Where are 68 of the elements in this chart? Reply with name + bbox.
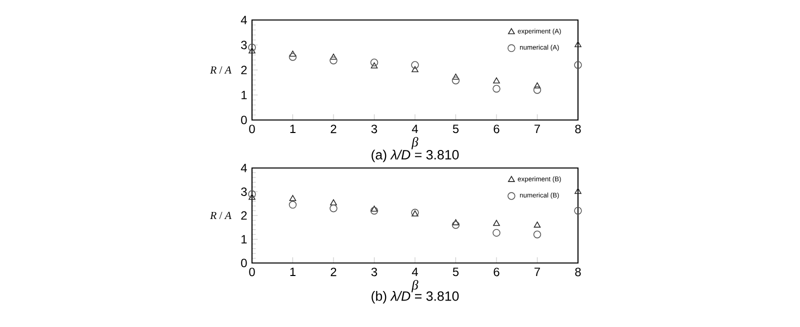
x-tick-label: 4 bbox=[412, 268, 418, 276]
point bbox=[330, 204, 338, 212]
x-axis-title: β bbox=[411, 280, 418, 292]
point bbox=[248, 47, 256, 54]
point bbox=[370, 206, 378, 212]
x-tick-label: 6 bbox=[494, 268, 500, 276]
x-tick-label: 3 bbox=[371, 268, 378, 276]
point bbox=[534, 82, 541, 88]
point bbox=[248, 190, 256, 198]
point bbox=[574, 188, 582, 194]
x-tick-label: 8 bbox=[575, 124, 581, 134]
point bbox=[370, 62, 378, 68]
point bbox=[289, 194, 296, 201]
text: (b) λ/D = 3.810 bbox=[372, 291, 459, 304]
x-tick-label: 7 bbox=[534, 268, 540, 276]
text: (a) λ/D = 3.810 bbox=[372, 150, 459, 162]
point bbox=[289, 50, 296, 57]
y-tick-label: 2 bbox=[241, 66, 247, 74]
point bbox=[452, 221, 460, 229]
y-axis-title: R / A bbox=[210, 66, 232, 74]
y-tick-label: 1 bbox=[242, 235, 247, 244]
y-tick-label: 2 bbox=[241, 211, 247, 220]
point bbox=[493, 77, 500, 84]
point bbox=[574, 61, 582, 69]
point bbox=[288, 53, 297, 61]
x-tick-label: 5 bbox=[452, 124, 459, 134]
y-tick-label: 0 bbox=[241, 116, 247, 124]
x-tick-label: 0 bbox=[249, 268, 255, 276]
point bbox=[533, 86, 542, 94]
point bbox=[574, 41, 582, 48]
point bbox=[411, 61, 419, 69]
y-axis-title: R / A bbox=[210, 212, 232, 220]
x-tick-label: 1 bbox=[290, 268, 296, 276]
y-tick-label: 1 bbox=[242, 90, 247, 100]
point bbox=[574, 206, 582, 215]
point bbox=[248, 44, 256, 52]
y-tick-label: 0 bbox=[241, 258, 247, 268]
x-tick-label: 3 bbox=[371, 124, 378, 134]
x-tick-label: 6 bbox=[494, 124, 500, 134]
point bbox=[370, 206, 378, 215]
x-tick-label: 5 bbox=[452, 268, 459, 276]
x-tick-label: 2 bbox=[330, 268, 336, 276]
point bbox=[330, 54, 337, 60]
y-tick-label: 4 bbox=[240, 16, 247, 24]
point bbox=[533, 230, 542, 238]
point bbox=[412, 66, 418, 72]
y-tick-label: 4 bbox=[240, 164, 247, 172]
y-tick-label: 3 bbox=[241, 40, 247, 50]
point bbox=[452, 76, 460, 84]
point bbox=[370, 58, 378, 66]
point bbox=[492, 84, 500, 93]
x-tick-label: 0 bbox=[249, 124, 255, 134]
x-tick-label: 2 bbox=[330, 124, 336, 134]
y-tick-label: 3 bbox=[241, 187, 247, 196]
point bbox=[452, 219, 460, 226]
x-tick-label: 4 bbox=[412, 124, 418, 133]
point bbox=[452, 74, 460, 80]
x-tick-label: 1 bbox=[290, 124, 296, 133]
point bbox=[288, 200, 297, 209]
x-axis-title: β bbox=[411, 137, 418, 150]
point bbox=[492, 228, 500, 237]
point bbox=[534, 222, 541, 228]
point bbox=[493, 220, 500, 226]
x-tick-label: 7 bbox=[534, 124, 540, 133]
point bbox=[330, 56, 338, 64]
point bbox=[248, 194, 256, 200]
point bbox=[330, 199, 337, 206]
x-tick-label: 8 bbox=[575, 268, 581, 276]
